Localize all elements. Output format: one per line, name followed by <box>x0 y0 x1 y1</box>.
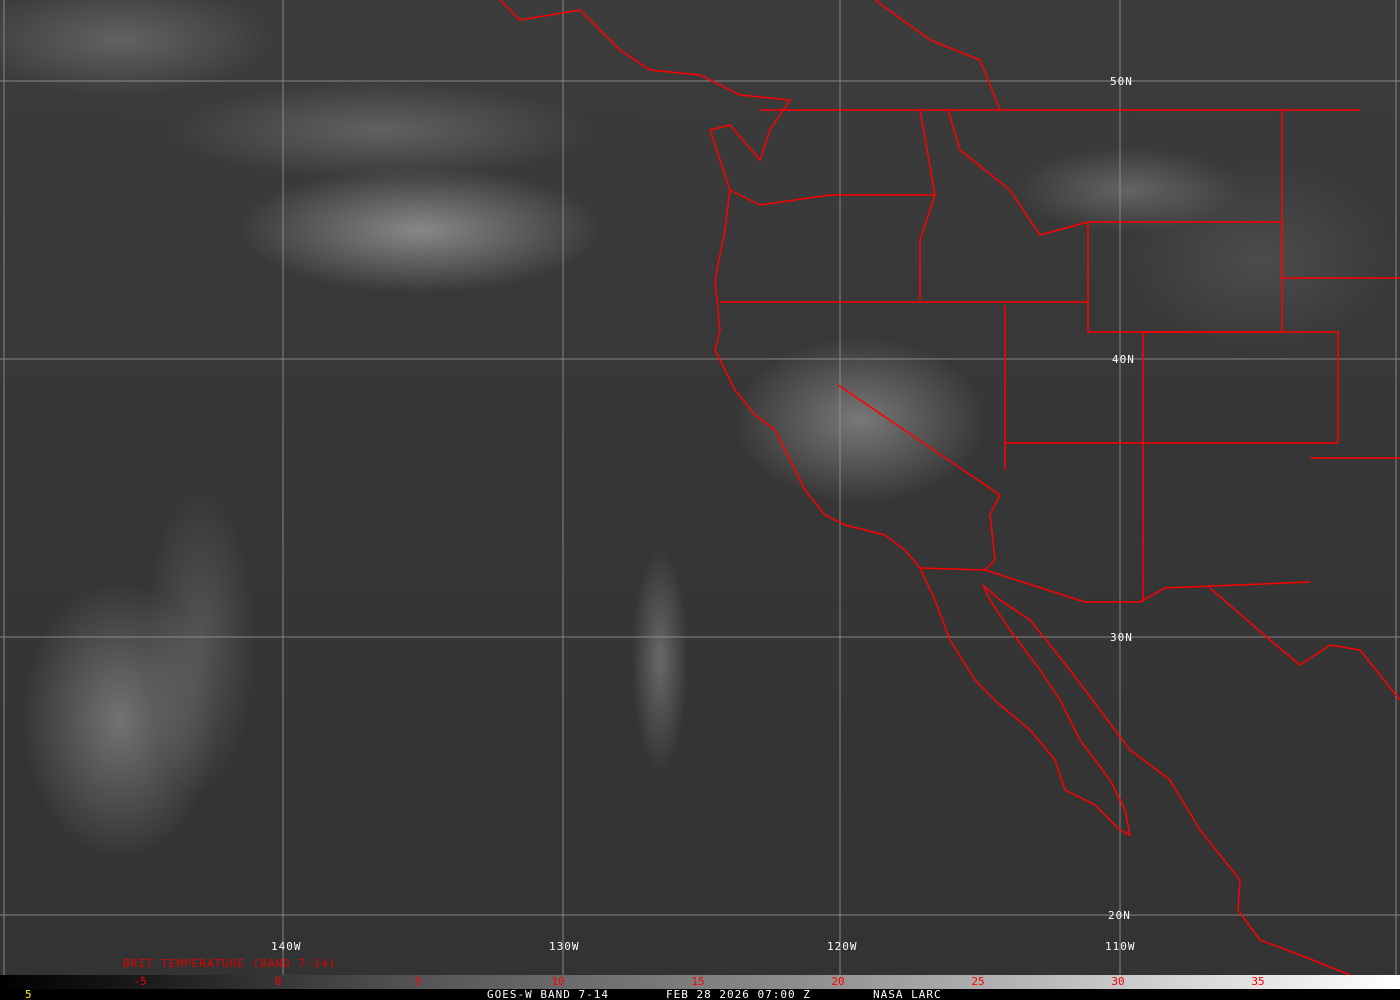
coastline-mexico-mainland <box>982 584 1351 975</box>
satellite-imagery <box>0 0 1400 975</box>
border-co <box>1143 331 1339 443</box>
map-overlay <box>0 0 1400 975</box>
border-idaho <box>919 109 936 300</box>
datetime-label: FEB 28 2026 07:00 Z <box>666 988 811 1000</box>
lat-label-50n: 50N <box>1110 75 1133 88</box>
colorbar-tick: 25 <box>971 975 985 988</box>
lon-label-140w: 140W <box>271 940 302 953</box>
temperature-colorbar <box>0 975 1400 989</box>
colorbar-tick: -5 <box>133 975 147 988</box>
colorbar-tick: 0 <box>274 975 282 988</box>
lon-label-120w: 120W <box>827 940 858 953</box>
footer-bar <box>0 989 1400 1000</box>
border-ca-nv <box>837 384 1001 571</box>
border-mt-east <box>1281 110 1400 279</box>
credit-label: NASA LARC <box>873 988 942 1000</box>
frame-number: 5 <box>25 988 33 1000</box>
border-wa-or <box>729 189 935 206</box>
boundaries <box>499 0 1400 975</box>
colorbar-tick: 20 <box>831 975 845 988</box>
satellite-band-label: GOES-W BAND 7-14 <box>487 988 609 1000</box>
border-canada-interior <box>874 0 1001 111</box>
colorbar-title: BRIT TEMPERATURE (BAND 7-14) <box>123 957 337 970</box>
river-mexico-texas <box>1209 587 1400 701</box>
lon-label-130w: 130W <box>549 940 580 953</box>
colorbar-tick: 35 <box>1251 975 1265 988</box>
lon-label-110w: 110W <box>1105 940 1136 953</box>
colorbar-tick: 10 <box>551 975 565 988</box>
colorbar-tick: 5 <box>414 975 422 988</box>
colorbar-tick: 15 <box>691 975 705 988</box>
lat-label-30n: 30N <box>1110 631 1133 644</box>
coastline-north <box>499 0 921 569</box>
graticule <box>0 0 1400 975</box>
colorbar-tick: 30 <box>1111 975 1125 988</box>
lat-label-20n: 20N <box>1108 909 1131 922</box>
lat-label-40n: 40N <box>1112 353 1135 366</box>
border-id-mt <box>947 109 1089 236</box>
border-us-mexico <box>919 567 1311 603</box>
coastline-baja-west <box>919 567 1132 837</box>
border-wy <box>1087 221 1283 333</box>
